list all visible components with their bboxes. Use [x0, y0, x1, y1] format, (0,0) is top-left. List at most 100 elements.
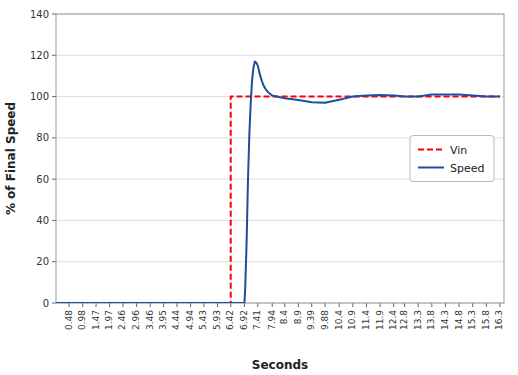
grid-line [56, 220, 504, 221]
tick-label: 5.93 [212, 310, 222, 330]
tick-label: 40 [36, 215, 49, 226]
tick-label: 4.44 [171, 310, 181, 330]
tick-label: 11.9 [375, 310, 385, 330]
tick [311, 303, 312, 307]
tick-label: 6.92 [239, 310, 249, 330]
tick-label: 12.4 [388, 310, 398, 330]
legend-swatch [418, 167, 444, 169]
tick-label: 20 [36, 256, 49, 267]
tick [380, 303, 381, 307]
tick [244, 303, 245, 307]
tick [52, 96, 56, 97]
tick [431, 303, 432, 307]
background [0, 0, 518, 375]
tick-label: 12.8 [399, 310, 409, 330]
tick [366, 303, 367, 307]
y-axis: 0 20 40 60 80 100 120 140 [30, 9, 504, 309]
tick-label: 15.8 [481, 310, 491, 330]
tick-label: 14.3 [440, 310, 450, 330]
tick [203, 303, 204, 307]
tick [52, 303, 56, 304]
tick-label: 16.3 [494, 310, 504, 330]
tick-label: 0 [43, 298, 49, 309]
tick [230, 303, 231, 307]
tick-label: 9.39 [306, 310, 316, 330]
tick-label: 2.96 [131, 310, 141, 330]
tick [499, 303, 500, 307]
tick-label: 5.43 [198, 310, 208, 330]
legend-label: Speed [450, 162, 484, 175]
tick [445, 303, 446, 307]
tick [352, 303, 353, 307]
tick-label: 1.47 [91, 310, 101, 330]
tick [190, 303, 191, 307]
tick-label: 14.8 [454, 310, 464, 330]
tick-label: 0.48 [64, 310, 74, 330]
tick [52, 137, 56, 138]
tick [69, 303, 70, 307]
tick-label: 11.4 [361, 310, 371, 330]
tick-label: 8.9 [293, 310, 303, 325]
tick [96, 303, 97, 307]
tick [176, 303, 177, 307]
tick-label: 7.94 [267, 310, 277, 330]
legend-label: Vin [450, 144, 467, 157]
tick [52, 220, 56, 221]
tick [52, 55, 56, 56]
tick-label: 1.97 [104, 310, 114, 330]
plot-area [56, 61, 500, 303]
tick-label: 13.8 [426, 310, 436, 330]
series-line [56, 97, 500, 303]
tick [472, 303, 473, 307]
tick [136, 303, 137, 307]
grid-line [56, 55, 504, 56]
tick-label: 13.3 [413, 310, 423, 330]
x-axis-label: Seconds [252, 358, 308, 372]
tick [459, 303, 460, 307]
series-line [56, 61, 500, 303]
tick-label: 10.4 [334, 310, 344, 330]
x-axis: 0.480.98 1.471.972.46 2.96 3.463.954.44 4.94… [64, 303, 505, 330]
tick [298, 303, 299, 307]
tick-label: 100 [30, 91, 49, 102]
legend: Vin Speed [410, 136, 494, 182]
tick-label: 8.4 [279, 310, 289, 325]
tick-label: 10.9 [347, 310, 357, 330]
tick [109, 303, 110, 307]
tick [339, 303, 340, 307]
tick-label: 120 [30, 50, 49, 61]
tick [404, 303, 405, 307]
grid-line [56, 261, 504, 262]
tick-label: 3.46 [145, 310, 155, 330]
tick-label: 7.41 [252, 310, 262, 330]
tick [284, 303, 285, 307]
tick [486, 303, 487, 307]
plot-frame [56, 14, 504, 303]
tick-label: 2.46 [117, 310, 127, 330]
tick [257, 303, 258, 307]
tick-label: 3.95 [158, 310, 168, 330]
tick [82, 303, 83, 307]
legend-swatch [418, 149, 444, 151]
legend-box [410, 136, 494, 182]
tick-label: 6.42 [225, 310, 235, 330]
tick-label: 9.88 [320, 310, 330, 330]
tick-label: 0.98 [77, 310, 87, 330]
y-axis-label: % of Final Speed [4, 102, 18, 215]
tick [393, 303, 394, 307]
tick [418, 303, 419, 307]
tick [150, 303, 151, 307]
tick-label: 4.94 [185, 310, 195, 330]
tick [122, 303, 123, 307]
chart: 0 20 40 60 80 100 120 140 0.480.98 1.471.972.46 2.… [0, 0, 518, 375]
tick [163, 303, 164, 307]
tick-label: 140 [30, 9, 49, 20]
tick [52, 179, 56, 180]
tick [52, 14, 56, 15]
tick [272, 303, 273, 307]
tick-label: 80 [36, 132, 49, 143]
tick [52, 261, 56, 262]
tick [217, 303, 218, 307]
tick-label: 60 [36, 174, 49, 185]
tick [325, 303, 326, 307]
